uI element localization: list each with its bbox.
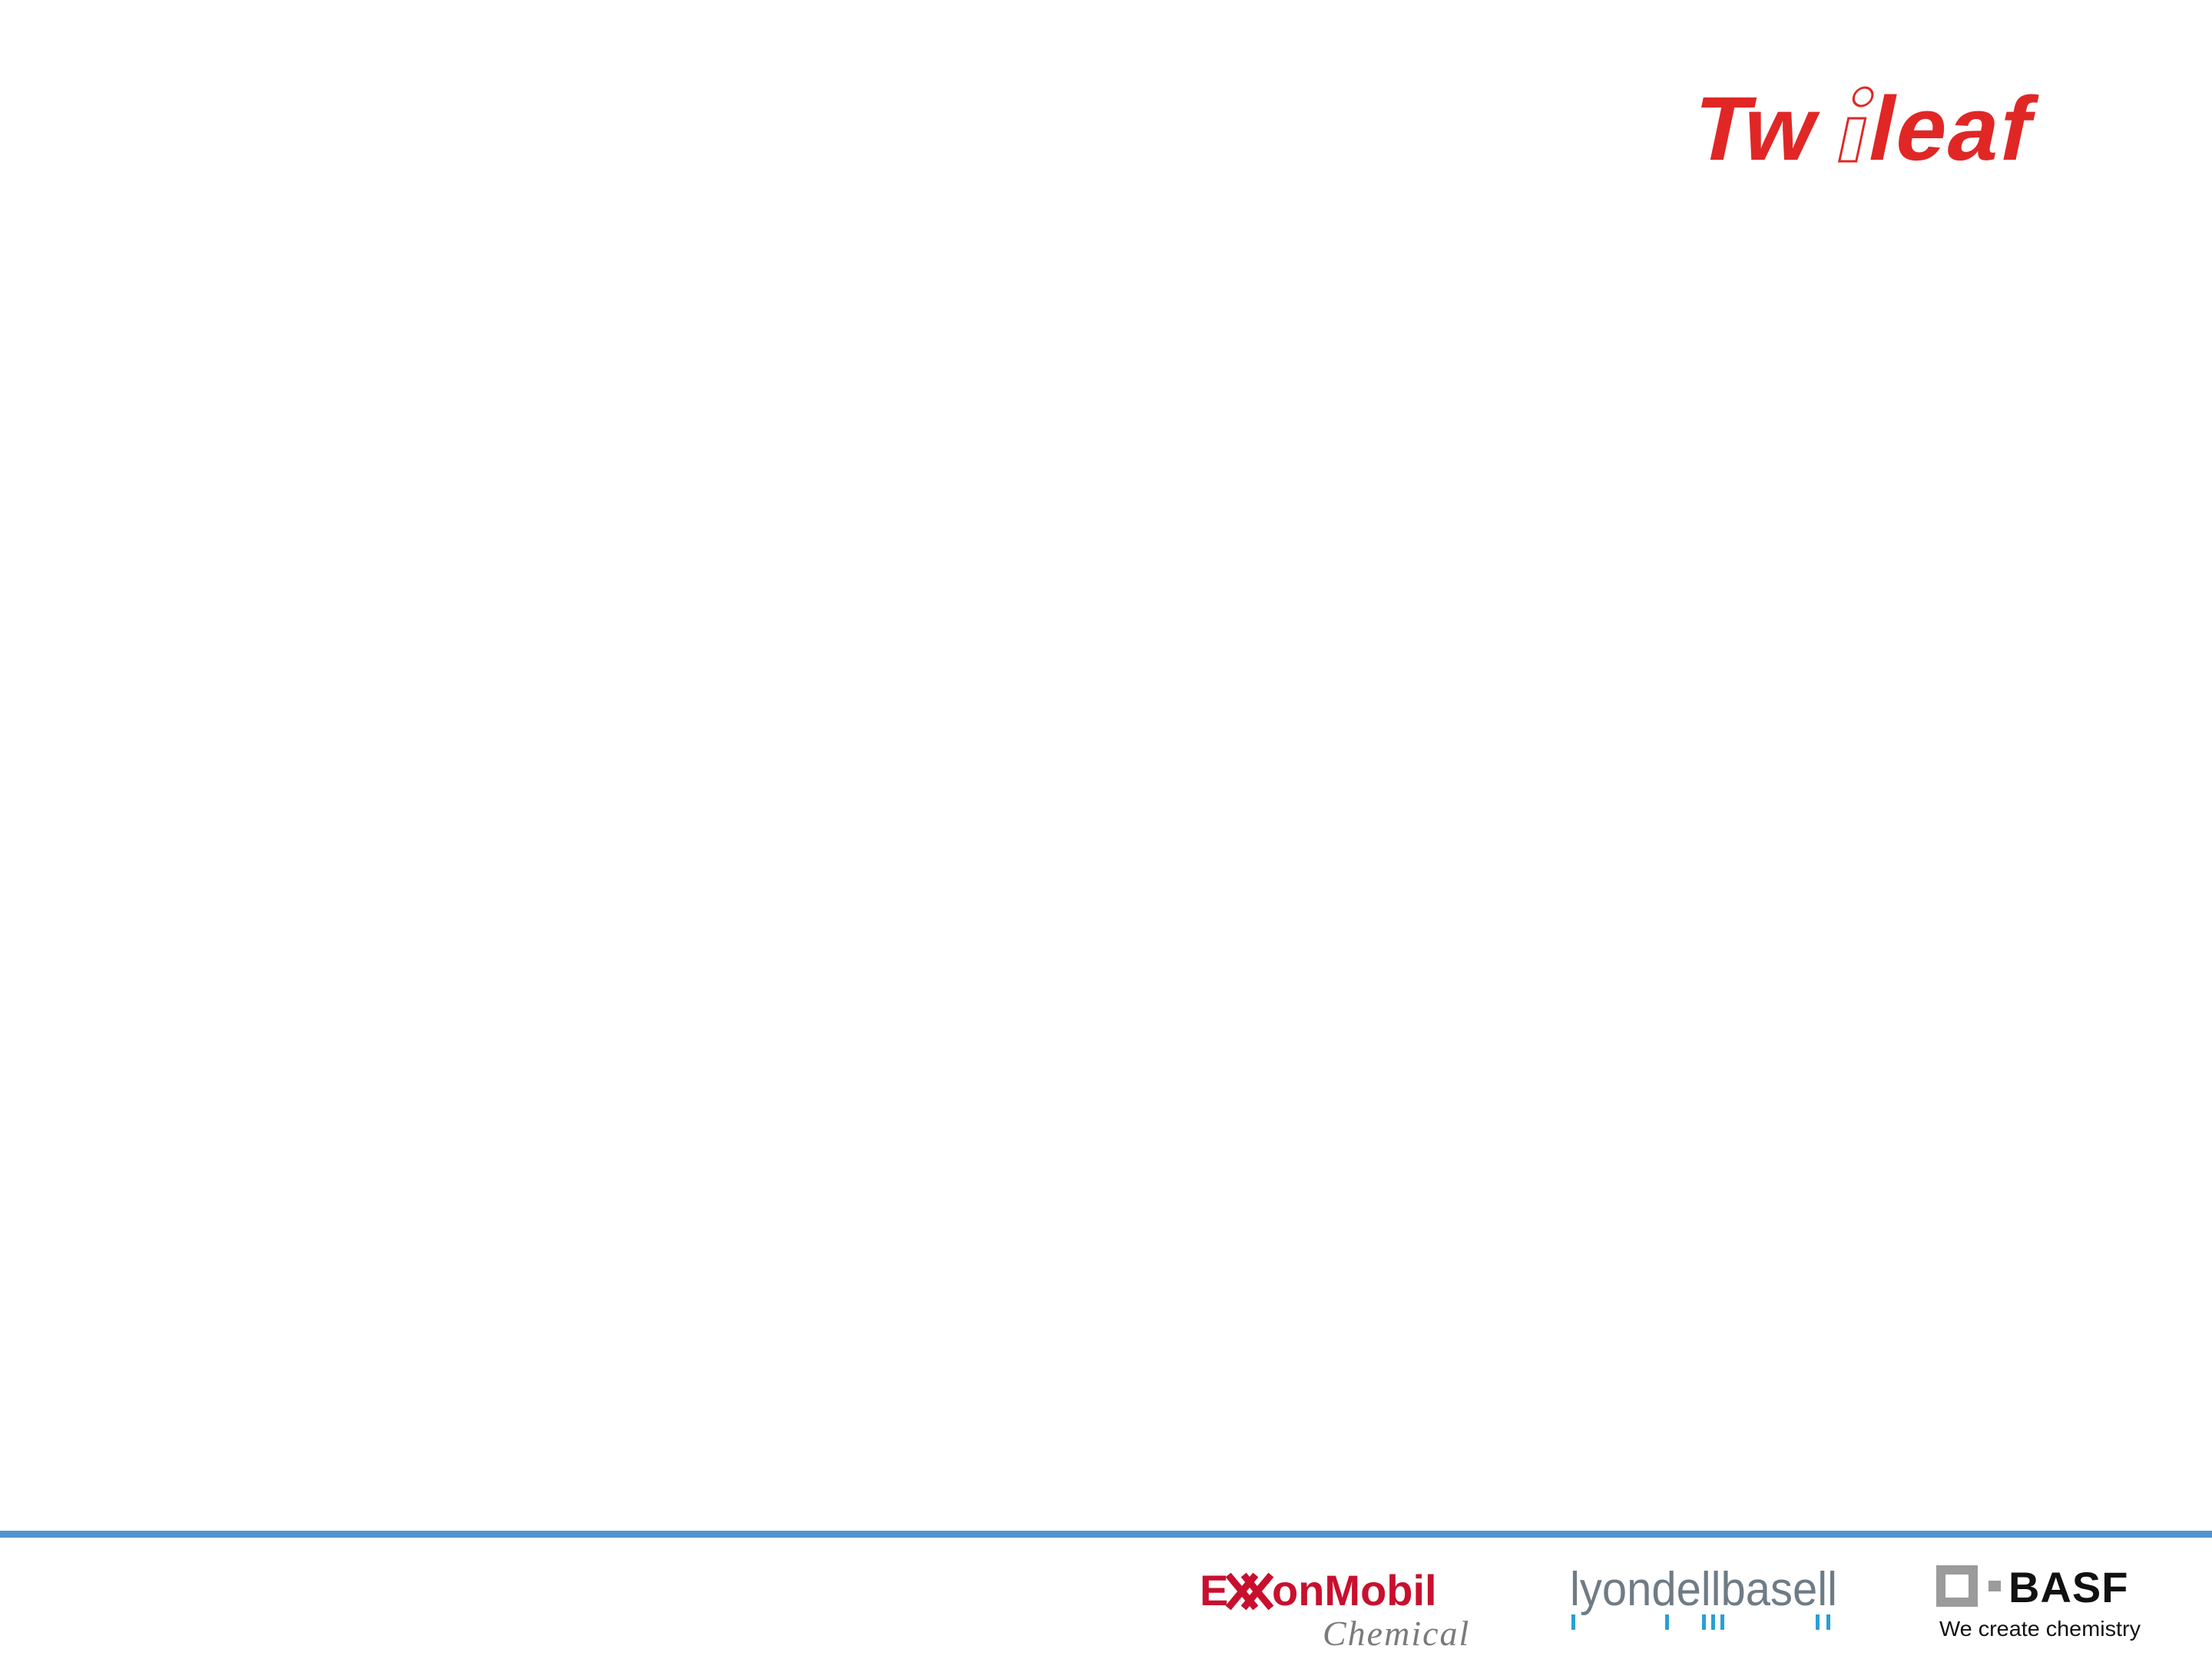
svg-text:Chemical: Chemical: [1323, 1614, 1470, 1650]
footer-divider: [0, 1531, 2212, 1538]
svg-text:BASF: BASF: [2008, 1563, 2128, 1611]
basf-logo: BASF We create chemistry: [1932, 1559, 2147, 1644]
twinleaf-logo: Tw leaf: [1694, 74, 2124, 174]
exxonmobil-chemical-logo: E onMobil Chemical: [1198, 1558, 1482, 1650]
svg-text:onMobil: onMobil: [1272, 1566, 1437, 1614]
svg-text:E: E: [1200, 1566, 1228, 1614]
lyondellbasell-logo: lyondellbasell: [1567, 1559, 1843, 1636]
svg-text:We create chemistry: We create chemistry: [1939, 1617, 2141, 1641]
svg-text:leaf: leaf: [1860, 78, 2044, 174]
svg-text:lyondellbasell: lyondellbasell: [1570, 1563, 1837, 1616]
svg-text:Tw: Tw: [1694, 78, 1829, 174]
